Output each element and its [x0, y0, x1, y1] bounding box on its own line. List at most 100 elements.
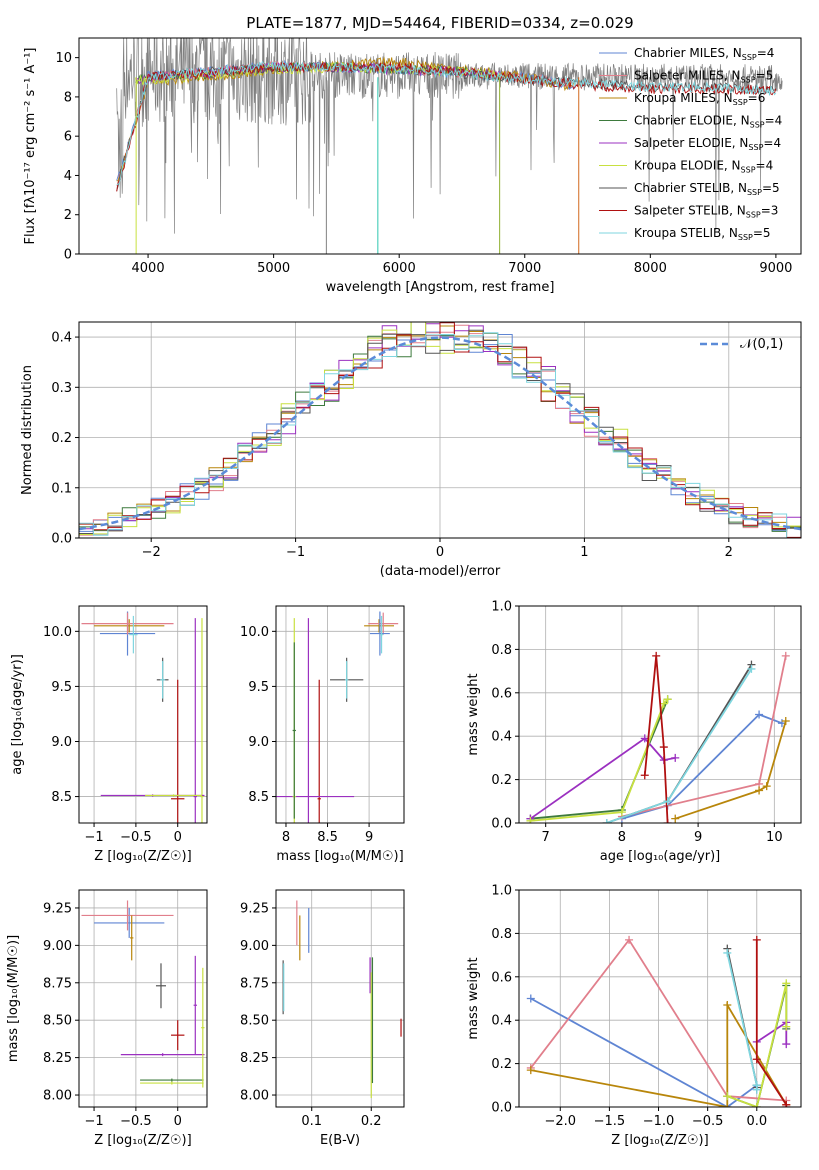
- legend-entry: Kroupa ELODIE, NSSP=4: [634, 159, 773, 175]
- axes-frame: [518, 889, 802, 1108]
- y-axis-label: mass [log₁₀(M/M☉)]: [6, 935, 21, 1062]
- y-tick-label: 0.0: [491, 1101, 512, 1116]
- y-tick-label: 9.25: [43, 901, 72, 916]
- legend-entry: Kroupa MILES, NSSP=6: [634, 91, 765, 107]
- y-tick-label: 0.4: [51, 331, 72, 346]
- y-axis-label: mass weight: [466, 673, 481, 755]
- legend-subscript: SSP: [741, 166, 756, 175]
- weight-marker: [781, 651, 790, 660]
- plot-area: [526, 935, 791, 1107]
- weight-marker: [663, 819, 672, 823]
- legend-entry: Chabrier ELODIE, NSSP=4: [634, 114, 782, 130]
- y-tick-label: 1.0: [491, 600, 512, 615]
- x-tick-label: 0.0: [746, 1114, 767, 1129]
- x-tick-label: −1.0: [643, 1114, 675, 1129]
- plot-area: [276, 611, 399, 823]
- y-tick-label: 9.5: [248, 680, 269, 695]
- weight-line: [674, 720, 787, 820]
- y-tick-label: 0.0: [51, 532, 72, 547]
- y-tick-label: 0.4: [491, 1014, 512, 1029]
- x-axis-label: E(B-V): [320, 1133, 360, 1148]
- x-tick-label: 9: [365, 830, 373, 845]
- y-tick-label: 1.0: [491, 884, 512, 899]
- weight-line: [621, 713, 783, 820]
- legend-subscript: SSP: [746, 211, 761, 220]
- weight-marker: [652, 651, 661, 660]
- x-axis-label: wavelength [Angstrom, rest frame]: [326, 280, 555, 295]
- y-tick-label: 10.0: [240, 625, 269, 640]
- legend-entry: Chabrier STELIB, NSSP=5: [634, 181, 780, 197]
- weight-marker: [526, 1066, 535, 1075]
- weight-marker: [723, 1103, 732, 1107]
- legend-subscript: SSP: [750, 121, 765, 130]
- y-tick-label: 0.1: [51, 481, 72, 496]
- x-tick-label: 0.1: [301, 1114, 322, 1129]
- y-tick-label: 0.8: [491, 927, 512, 942]
- weight-line: [530, 698, 669, 822]
- weight-marker: [659, 743, 668, 752]
- y-tick-label: 0: [64, 248, 72, 263]
- x-tick-label: −1: [84, 830, 103, 845]
- plot-area: [81, 611, 205, 823]
- y-tick-label: 10.0: [43, 625, 72, 640]
- legend-value: =5: [753, 226, 771, 240]
- y-tick-label: 8.75: [240, 976, 269, 991]
- legend-entry: Chabrier MILES, NSSP=4: [634, 46, 774, 62]
- weight-marker: [671, 753, 680, 762]
- x-tick-label: 0.2: [361, 1114, 382, 1129]
- weight-marker: [723, 948, 732, 957]
- weight-marker: [782, 1103, 791, 1107]
- y-tick-label: 0.3: [51, 381, 72, 396]
- y-tick-label: 8.25: [43, 1051, 72, 1066]
- weight-line: [530, 938, 787, 1102]
- weight-marker: [526, 994, 535, 1003]
- x-tick-label: 4000: [132, 261, 165, 276]
- weight-marker: [782, 979, 791, 988]
- weight-marker: [762, 782, 771, 791]
- axes-frame: [518, 605, 802, 824]
- chart-age-mass: 8 8.5 9 8.5 9.0 9.5 10.0 mass [log₁₀(M/M☉)]: [240, 605, 405, 864]
- weight-marker: [723, 1092, 732, 1101]
- weight-marker: [752, 1085, 761, 1094]
- weight-marker: [747, 664, 756, 673]
- x-tick-label: 9: [694, 830, 702, 845]
- model-spectrum: [116, 60, 777, 186]
- legend-subscript: SSP: [742, 53, 757, 62]
- x-tick-label: −0.5: [692, 1114, 724, 1129]
- weight-marker: [752, 1055, 761, 1064]
- y-tick-label: 0.6: [491, 686, 512, 701]
- weight-line: [529, 737, 676, 820]
- x-tick-label: 8: [618, 830, 626, 845]
- weight-marker: [640, 771, 649, 780]
- y-tick-label: 6: [64, 130, 72, 145]
- legend-value: =4: [757, 46, 775, 60]
- gaussian-curve: [79, 336, 801, 531]
- plot-area: [79, 322, 801, 538]
- axes-frame: [78, 889, 208, 1108]
- weight-marker: [723, 1001, 732, 1010]
- plot-area: [526, 651, 790, 823]
- weight-marker: [659, 699, 668, 708]
- x-tick-label: 8.5: [317, 830, 338, 845]
- x-tick-label: 0: [174, 830, 182, 845]
- weight-marker: [752, 935, 761, 944]
- weight-marker: [663, 695, 672, 704]
- x-tick-label: −2.0: [544, 1114, 576, 1129]
- y-tick-label: 8.50: [240, 1014, 269, 1029]
- x-tick-label: 7: [542, 830, 550, 845]
- weight-marker: [781, 717, 790, 726]
- figure-title: PLATE=1877, MJD=54464, FIBERID=0334, z=0…: [246, 14, 633, 32]
- chart-age-Z: −1 −0.5 0 8.5 9.0 9.5 10.0 Z [log₁₀(Z/Z☉)] age […: [10, 605, 208, 864]
- y-tick-label: 2: [64, 208, 72, 223]
- y-tick-label: 0.2: [491, 773, 512, 788]
- weight-line: [726, 952, 758, 1090]
- x-tick-label: −1: [286, 545, 305, 560]
- x-tick-label: 9000: [759, 261, 792, 276]
- weight-line: [726, 983, 788, 1107]
- legend-value: =5: [756, 69, 774, 83]
- y-axis-label: age [log₁₀(age/yr)]: [10, 654, 25, 775]
- legend-entry: Salpeter STELIB, NSSP=3: [634, 204, 778, 220]
- legend-entry: Kroupa STELIB, NSSP=5: [634, 226, 771, 242]
- y-axis-label: Normed distribution: [20, 365, 35, 495]
- x-tick-label: 10: [766, 830, 783, 845]
